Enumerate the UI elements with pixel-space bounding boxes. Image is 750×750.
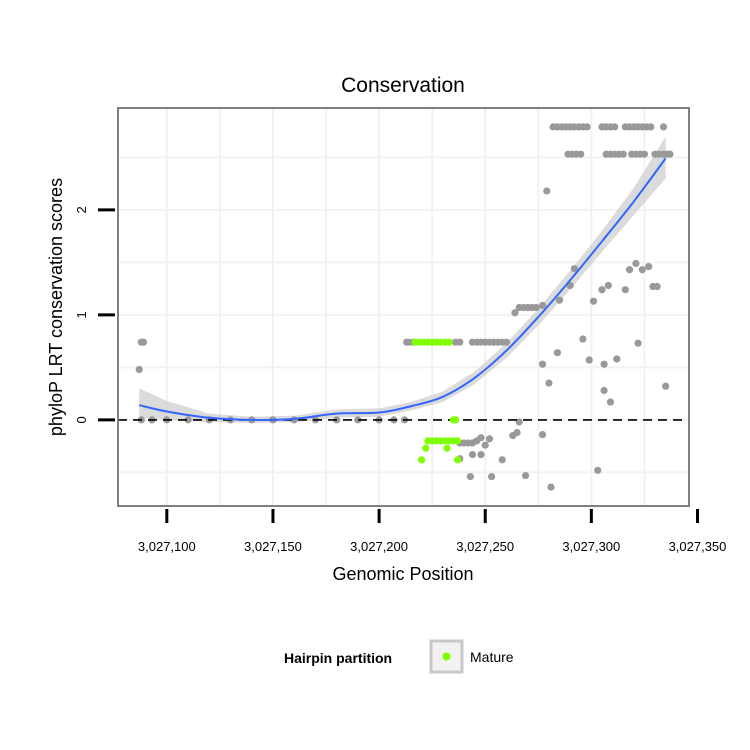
chart-title: Conservation: [341, 74, 465, 97]
data-point-other: [354, 416, 362, 424]
data-point-other: [532, 303, 540, 312]
plot-panel: [117, 107, 690, 507]
data-point-mature: [454, 456, 462, 464]
data-point-other: [611, 123, 619, 131]
legend-mature-label: Mature: [470, 649, 514, 665]
data-point-other: [585, 356, 593, 364]
data-point-other: [632, 259, 640, 268]
data-point-other: [619, 150, 627, 158]
x-tick-label: 3,027,300: [562, 539, 620, 554]
data-point-other: [513, 428, 521, 437]
data-point-mature: [454, 437, 462, 445]
data-point-other: [477, 434, 485, 442]
legend: Hairpin partition Mature: [284, 639, 514, 674]
data-point-other: [570, 265, 578, 273]
x-tick-label: 3,027,150: [244, 539, 302, 554]
data-point-mature: [443, 444, 451, 452]
data-point-mature: [417, 456, 426, 464]
data-point-other: [621, 286, 629, 294]
data-point-other: [579, 335, 587, 343]
data-point-other: [653, 282, 661, 291]
y-axis: 0 1 2: [74, 206, 115, 424]
data-point-other: [604, 281, 612, 290]
x-tick-label: 3,027,350: [669, 539, 727, 554]
data-point-other: [511, 309, 519, 317]
data-point-other: [538, 301, 547, 310]
data-point-other: [638, 266, 646, 274]
data-point-other: [468, 450, 477, 459]
data-point-other: [600, 360, 608, 368]
x-axis: 3,027,100 3,027,150 3,027,200 3,027,250 3,02…: [138, 509, 727, 554]
data-point-other: [139, 338, 148, 346]
data-point-other: [553, 349, 561, 357]
data-point-other: [184, 416, 192, 424]
data-point-other: [613, 355, 621, 363]
panel-border: [117, 107, 690, 507]
data-point-other: [498, 456, 506, 464]
y-tick-label: 2: [74, 206, 89, 213]
legend-mature-dot: [442, 652, 451, 661]
data-point-mature: [445, 338, 453, 346]
data-point-other: [606, 398, 615, 406]
data-point-other: [515, 418, 523, 426]
smooth-trend-line: [139, 157, 667, 421]
data-point-other: [645, 262, 653, 271]
data-point-other: [659, 123, 668, 131]
x-axis-label: Genomic Position: [332, 564, 473, 584]
data-point-other: [456, 338, 464, 346]
data-point-other: [481, 441, 489, 449]
data-point-other: [538, 360, 547, 368]
data-point-other: [577, 150, 585, 158]
panel-background: [118, 108, 689, 506]
data-point-other: [666, 150, 674, 158]
points-mature: [411, 338, 462, 464]
data-point-other: [600, 386, 608, 395]
data-point-other: [521, 471, 530, 480]
data-point-other: [589, 297, 598, 305]
data-point-other: [662, 382, 670, 390]
data-point-mature: [422, 444, 430, 452]
data-point-other: [477, 450, 485, 459]
data-point-other: [543, 187, 551, 195]
data-point-other: [634, 339, 642, 347]
y-tick-label: 1: [74, 311, 89, 318]
data-point-other: [640, 150, 649, 158]
data-point-other: [647, 123, 655, 131]
data-point-other: [625, 266, 634, 274]
x-tick-label: 3,027,200: [350, 539, 408, 554]
x-tick-label: 3,027,250: [456, 539, 514, 554]
data-point-other: [555, 296, 564, 304]
legend-title: Hairpin partition: [284, 650, 392, 666]
data-point-other: [466, 472, 474, 481]
data-point-other: [538, 430, 547, 439]
data-point-other: [135, 365, 143, 374]
data-point-other: [583, 123, 591, 131]
data-point-other: [598, 286, 606, 294]
data-point-other: [594, 466, 602, 474]
data-point-other: [545, 379, 553, 387]
x-tick-label: 3,027,100: [138, 539, 196, 554]
data-point-other: [547, 483, 555, 491]
points-other: [135, 123, 674, 491]
data-point-other: [485, 435, 494, 443]
data-point-mature: [451, 416, 460, 424]
data-point-other: [502, 338, 511, 346]
y-tick-label: 0: [74, 416, 89, 423]
data-point-other: [487, 472, 496, 481]
y-axis-label: phyloP LRT conservation scores: [46, 178, 66, 436]
